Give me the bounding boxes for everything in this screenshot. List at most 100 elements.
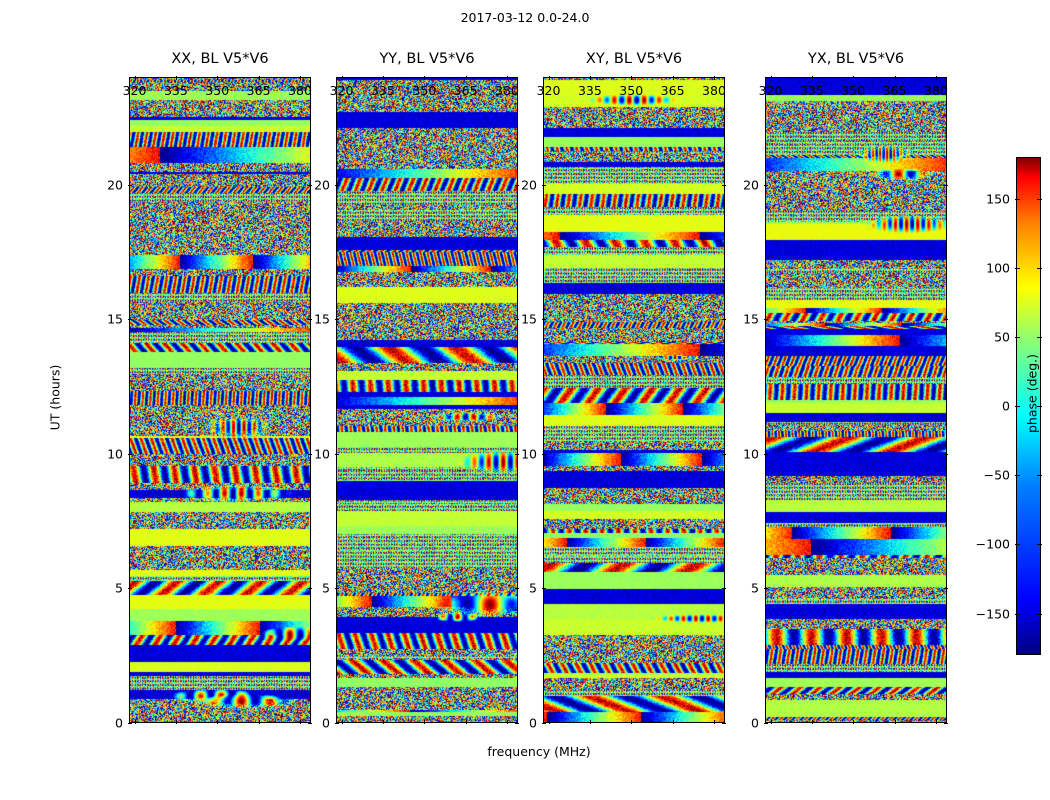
y-tick (542, 723, 546, 724)
y-tick-right (944, 184, 948, 186)
y-tick-right (308, 319, 312, 321)
panel-yx[interactable]: YX, BL V5*V6 320 335 350 365 380 0 5 10 15 20 (743, 51, 948, 731)
y-tick-right (308, 184, 312, 186)
y-tick (764, 453, 768, 455)
x-tick-label: 335 (799, 83, 824, 98)
x-tick (589, 720, 591, 724)
y-tick (542, 453, 546, 455)
y-tick-right (944, 319, 948, 321)
x-tick (506, 720, 508, 724)
y-tick (128, 588, 132, 590)
colorbar-tick-label: 0 (1002, 398, 1010, 414)
colorbar-tick (1015, 336, 1020, 338)
y-tick-right (722, 453, 726, 455)
x-axis-label: frequency (MHz) (487, 744, 591, 759)
x-tick-top (217, 76, 219, 80)
colorbar-tick-right (1037, 336, 1042, 338)
y-tick-label: 10 (314, 446, 330, 462)
y-tick (335, 723, 339, 724)
y-tick-label: 0 (529, 715, 537, 731)
colorbar-gradient (1016, 157, 1041, 655)
colorbar-tick-label: −50 (983, 467, 1010, 483)
panel-xy[interactable]: XY, BL V5*V6 320 335 350 365 380 0 5 10 15 20 (521, 51, 726, 731)
y-tick (128, 723, 132, 724)
y-tick-label: 20 (743, 177, 759, 193)
colorbar[interactable]: 150 100 50 0 −50 −100 −150 phase (deg.) (976, 157, 1042, 655)
y-tick-right (944, 588, 948, 590)
x-tick-top (894, 76, 896, 80)
x-tick-top (811, 76, 813, 80)
x-tick (935, 720, 937, 724)
x-tick (548, 720, 550, 724)
x-tick (770, 720, 772, 724)
colorbar-tick-label: 100 (986, 260, 1010, 276)
y-tick (542, 319, 546, 321)
colorbar-tick (1015, 475, 1020, 477)
colorbar-tick (1015, 544, 1020, 546)
panel-xx[interactable]: XX, BL V5*V6 320 335 350 365 380 0 5 10 15 20 (107, 51, 312, 731)
x-tick-label: 380 (288, 83, 312, 98)
y-tick-right (308, 453, 312, 455)
y-tick-right (515, 453, 519, 455)
y-tick-right (308, 588, 312, 590)
colorbar-tick-right (1037, 406, 1042, 407)
x-tick-label: 320 (536, 83, 561, 98)
y-tick-label: 15 (521, 311, 537, 327)
y-tick (764, 319, 768, 321)
colorbar-tick (1015, 613, 1020, 615)
colorbar-tick-right (1037, 475, 1042, 477)
colorbar-tick-label: −100 (975, 536, 1010, 552)
x-tick (424, 720, 426, 724)
y-tick-label: 0 (751, 715, 759, 731)
x-tick-top (299, 76, 301, 80)
colorbar-tick-right (1037, 198, 1042, 200)
x-tick-top (258, 76, 260, 80)
x-tick-top (713, 76, 715, 80)
x-tick-label: 350 (619, 83, 644, 98)
y-tick-label: 5 (322, 580, 330, 596)
y-tick (764, 588, 768, 590)
y-tick (764, 184, 768, 186)
x-tick-label: 350 (841, 83, 866, 98)
y-tick-label: 0 (115, 715, 123, 731)
x-tick-label: 365 (660, 83, 685, 98)
x-tick-top (935, 76, 937, 80)
x-tick-top (341, 76, 343, 80)
colorbar-tick-label: 50 (994, 329, 1010, 345)
colorbar-tick (1015, 406, 1020, 407)
colorbar-tick-right (1037, 267, 1042, 269)
x-tick-top (382, 76, 384, 80)
panel-title: XY, BL V5*V6 (585, 51, 683, 67)
x-tick-label: 320 (329, 83, 354, 98)
y-tick (542, 184, 546, 186)
x-tick (341, 720, 343, 724)
x-tick-top (465, 76, 467, 80)
figure-suptitle: 2017-03-12 0.0-24.0 (460, 10, 590, 25)
x-tick (811, 720, 813, 724)
x-tick-label: 350 (412, 83, 437, 98)
colorbar-tick (1015, 198, 1020, 200)
y-tick-right (944, 453, 948, 455)
waterfall-image (766, 78, 946, 722)
x-tick (258, 720, 260, 724)
x-tick-top (175, 76, 177, 80)
y-tick-right (515, 723, 519, 724)
y-tick-right (944, 723, 948, 724)
x-tick-label: 335 (163, 83, 188, 98)
x-tick-top (631, 76, 633, 80)
x-tick-label: 335 (577, 83, 602, 98)
y-axis-label: UT (hours) (47, 364, 63, 431)
waterfall-image (337, 78, 517, 722)
y-tick-right (515, 588, 519, 590)
panel-yy[interactable]: YY, BL V5*V6 320 335 350 365 380 0 5 10 15 20 (314, 51, 519, 731)
y-tick-label: 15 (107, 311, 123, 327)
colorbar-tick (1015, 267, 1020, 269)
y-tick (764, 723, 768, 724)
y-tick-label: 5 (751, 580, 759, 596)
y-tick (128, 453, 132, 455)
waterfall-image (130, 78, 310, 722)
waterfall-axes (336, 77, 518, 723)
x-tick (631, 720, 633, 724)
colorbar-tick-label: 150 (986, 191, 1010, 206)
